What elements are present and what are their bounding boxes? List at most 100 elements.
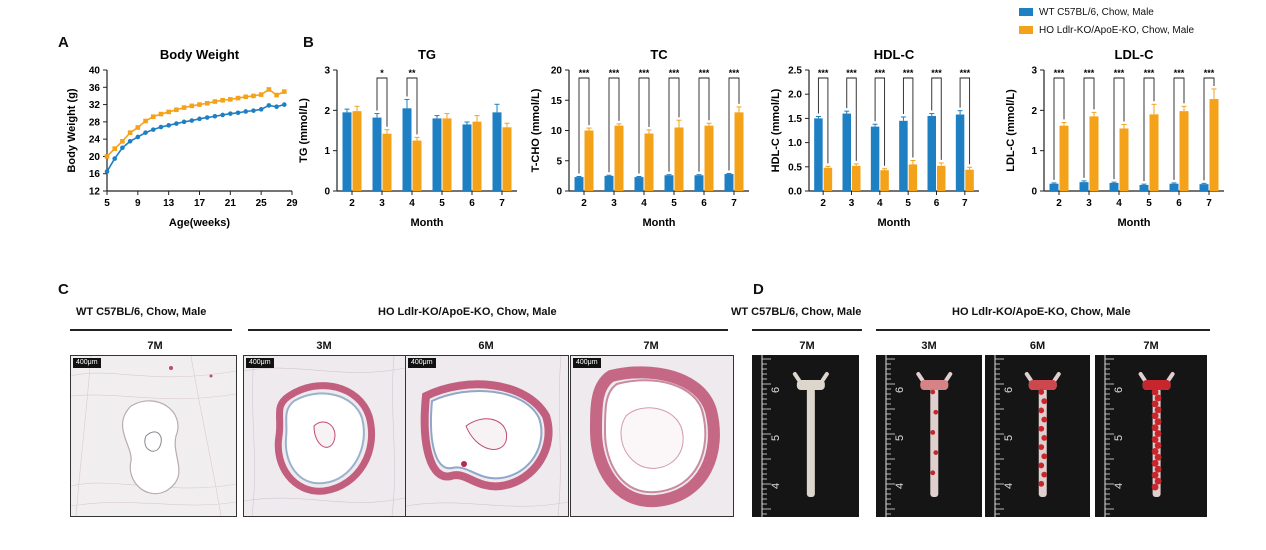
y-tick-label: 3 (324, 66, 330, 77)
data-point-ho (135, 125, 141, 130)
aorta-drawing: 6 5 4 (985, 355, 1090, 517)
bar-ho (674, 127, 684, 191)
vessel-branch (1024, 372, 1061, 382)
panel-c-ho-rule (248, 329, 728, 331)
bar-ho (584, 130, 594, 191)
lesion-spot (1154, 465, 1162, 473)
y-tick-label: 2 (1031, 106, 1037, 117)
lesion-spot (1038, 444, 1045, 450)
panel-d-time-label: 7M (1143, 340, 1159, 352)
y-tick-label: 0 (324, 187, 330, 198)
data-point-ho (189, 103, 195, 109)
photo-background (1095, 355, 1207, 517)
histology-image-ho-3m: 400μm (243, 355, 406, 517)
chart-title: TC (650, 47, 668, 62)
significance-bracket (1143, 77, 1155, 182)
lesion-spot (1154, 418, 1162, 426)
y-axis-label: T-CHO (mmol/L) (530, 88, 542, 172)
y-tick-label: 0 (556, 187, 562, 198)
lesion-spot (1038, 425, 1045, 432)
data-point-ho (281, 89, 287, 94)
ruler-label: 4 (894, 483, 906, 489)
bar-ho (1089, 116, 1099, 191)
bar-wt (402, 108, 412, 191)
bar-ho (644, 133, 654, 191)
data-point-wt (174, 121, 179, 126)
bar-wt (955, 114, 965, 191)
bar-wt (1049, 183, 1059, 191)
data-point-wt (135, 134, 141, 140)
significance-label: *** (1144, 68, 1155, 78)
significance-bracket (728, 77, 740, 171)
vessel-branch (1138, 372, 1175, 382)
x-tick-label: 5 (1146, 198, 1152, 209)
x-tick-label: 7 (499, 198, 505, 209)
chart-ldl: 0 1 2 3 LDL-C Month LDL-C (mmol/L) 2 3 4 5 6 7 *** ***… (1005, 47, 1224, 229)
x-tick-label: 5 (439, 198, 445, 209)
data-point-ho (251, 93, 256, 99)
data-point-wt (112, 156, 118, 161)
scale-bar: 400μm (408, 358, 436, 368)
significance-label: *** (729, 68, 740, 78)
lesion-spot (930, 470, 936, 476)
data-point-wt (228, 111, 233, 116)
significance-bracket (902, 77, 914, 158)
bar-wt (1079, 182, 1089, 191)
panel-letter-c: C (58, 281, 69, 298)
histology-drawing (406, 356, 568, 516)
data-point-wt (266, 103, 272, 108)
histology-drawing (244, 356, 405, 516)
data-point-ho (258, 92, 264, 97)
significance-label: *** (903, 68, 914, 78)
lesion-spot (1151, 412, 1159, 420)
x-tick-label: 2 (1056, 198, 1062, 209)
x-tick-label: 5 (104, 198, 110, 209)
bar-wt (870, 126, 880, 191)
panel-letter-b: B (303, 34, 314, 51)
chart-title: Body Weight (160, 47, 240, 62)
lesion-spot (933, 409, 939, 415)
ruler-label: 4 (770, 483, 782, 489)
data-point-ho (112, 146, 118, 151)
y-tick-label: 24 (89, 135, 101, 146)
significance-bracket (1053, 77, 1065, 180)
data-point-ho (174, 107, 179, 113)
x-tick-label: 4 (1116, 198, 1122, 209)
photo-background (876, 355, 982, 517)
data-point-wt (274, 104, 279, 110)
bar-ho (880, 170, 889, 191)
panel-c-time-label: 6M (478, 340, 494, 352)
lesion-spot (933, 450, 939, 455)
series-line (106, 88, 285, 157)
panel-d-time-label: 3M (921, 340, 937, 352)
significance-label: *** (1204, 68, 1215, 78)
significance-bracket (638, 77, 650, 174)
significance-label: *** (1084, 68, 1095, 78)
panel-c-ho-header: HO Ldlr-KO/ApoE-KO, Chow, Male (378, 306, 557, 318)
significance-bracket (376, 77, 388, 127)
bar-ho (1209, 99, 1219, 191)
lesion-spot (1151, 483, 1159, 491)
data-point-ho (120, 139, 125, 144)
significance-bracket (578, 77, 590, 174)
scale-bar: 400μm (73, 358, 101, 368)
data-point-wt (251, 108, 256, 113)
data-point-ho (150, 114, 156, 119)
lesion-spot (1038, 407, 1045, 414)
ruler-label: 6 (894, 387, 906, 393)
y-tick-label: 32 (89, 100, 101, 111)
lesion-spot (1151, 447, 1159, 455)
panel-d-ho-rule (876, 329, 1210, 331)
legend-item-ho: HO Ldlr-KO/ApoE-KO, Chow, Male (1019, 23, 1194, 37)
aorta-drawing: 6 5 4 (876, 355, 982, 517)
bar-wt (899, 120, 908, 191)
aorta-vessel (930, 388, 939, 497)
bar-wt (574, 177, 584, 191)
ruler-label: 4 (1003, 483, 1015, 489)
significance-label: *** (669, 68, 680, 78)
chart-tc: 0 5 10 15 20 TC Month T-CHO (mmol/L) 2 3 4 5 6 7 *** **… (530, 47, 749, 229)
data-point-wt (204, 115, 210, 120)
panel-c-time-label: 7M (643, 340, 659, 352)
x-tick-label: 7 (962, 198, 968, 209)
y-tick-label: 2.0 (788, 90, 802, 101)
